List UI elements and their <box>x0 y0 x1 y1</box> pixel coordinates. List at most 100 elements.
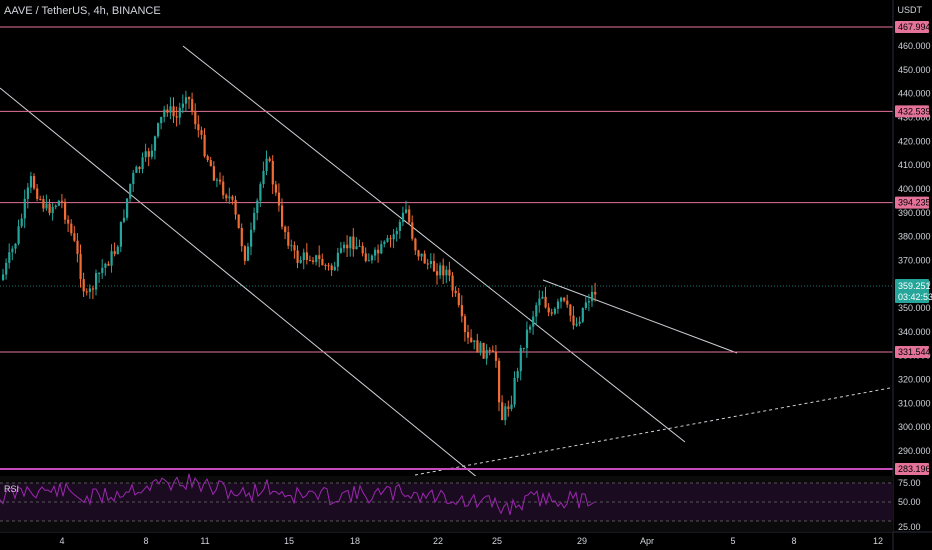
candle-body[interactable] <box>82 279 85 292</box>
candle-body[interactable] <box>364 253 367 261</box>
candle-body[interactable] <box>575 323 578 326</box>
candle-body[interactable] <box>113 251 116 255</box>
candle-body[interactable] <box>312 260 315 262</box>
candle-body[interactable] <box>228 196 231 199</box>
candle-body[interactable] <box>448 269 451 276</box>
candle-body[interactable] <box>544 296 547 308</box>
candle-body[interactable] <box>277 192 281 206</box>
candles[interactable] <box>2 90 597 426</box>
candle-body[interactable] <box>215 179 219 181</box>
candle-body[interactable] <box>281 205 284 227</box>
trendlines[interactable] <box>0 45 891 479</box>
candle-body[interactable] <box>222 181 225 196</box>
candle-body[interactable] <box>529 326 532 330</box>
candle-body[interactable] <box>333 266 336 271</box>
candle-body[interactable] <box>591 291 594 302</box>
candle-body[interactable] <box>231 196 234 200</box>
candle-body[interactable] <box>432 260 436 272</box>
candle-body[interactable] <box>485 349 488 359</box>
candle-body[interactable] <box>436 271 439 276</box>
candle-body[interactable] <box>11 248 14 253</box>
candle-body[interactable] <box>429 260 432 264</box>
candle-body[interactable] <box>572 315 575 326</box>
candle-body[interactable] <box>510 404 513 410</box>
candle-body[interactable] <box>507 406 510 410</box>
candle-body[interactable] <box>473 340 476 342</box>
candle-body[interactable] <box>5 262 8 275</box>
trendline[interactable] <box>542 279 738 354</box>
candle-body[interactable] <box>225 195 228 199</box>
candle-body[interactable] <box>374 249 377 256</box>
candle-body[interactable] <box>426 263 429 265</box>
candle-body[interactable] <box>321 259 324 266</box>
candle-body[interactable] <box>48 203 51 214</box>
candle-body[interactable] <box>308 259 312 261</box>
candle-body[interactable] <box>578 321 581 324</box>
candle-body[interactable] <box>57 200 60 206</box>
candle-body[interactable] <box>516 371 519 378</box>
candle-body[interactable] <box>197 124 200 131</box>
candle-body[interactable] <box>358 245 361 247</box>
candle-body[interactable] <box>581 308 584 322</box>
candle-body[interactable] <box>157 123 160 137</box>
candle-body[interactable] <box>126 198 129 218</box>
candle-body[interactable] <box>442 265 445 276</box>
candle-body[interactable] <box>246 246 250 261</box>
candle-body[interactable] <box>305 252 308 260</box>
candle-body[interactable] <box>64 201 67 220</box>
candle-body[interactable] <box>178 107 181 118</box>
candle-body[interactable] <box>191 99 194 112</box>
candle-body[interactable] <box>95 273 98 290</box>
candle-body[interactable] <box>463 316 467 333</box>
candle-body[interactable] <box>315 255 318 262</box>
candle-body[interactable] <box>234 199 237 215</box>
candle-body[interactable] <box>467 332 470 338</box>
candle-body[interactable] <box>491 350 494 353</box>
candle-body[interactable] <box>237 214 240 229</box>
candle-body[interactable] <box>14 243 17 249</box>
candle-body[interactable] <box>327 265 330 267</box>
candle-body[interactable] <box>339 248 343 253</box>
candle-body[interactable] <box>243 246 246 261</box>
candle-body[interactable] <box>39 198 42 200</box>
candle-body[interactable] <box>104 263 107 268</box>
candle-body[interactable] <box>129 184 132 199</box>
candle-body[interactable] <box>240 228 243 247</box>
candle-body[interactable] <box>569 304 572 316</box>
candle-body[interactable] <box>271 161 274 185</box>
candle-body[interactable] <box>36 188 39 199</box>
rsi-line[interactable] <box>0 473 595 515</box>
candle-body[interactable] <box>302 252 305 261</box>
candle-body[interactable] <box>420 253 423 257</box>
candle-body[interactable] <box>405 209 408 213</box>
candle-body[interactable] <box>501 402 504 421</box>
candle-body[interactable] <box>119 221 122 247</box>
candle-body[interactable] <box>250 229 253 247</box>
candle-body[interactable] <box>482 342 485 359</box>
rsi-pane[interactable]: 75.00 50.00 25.00 <box>0 473 921 532</box>
candle-body[interactable] <box>494 352 498 361</box>
candle-body[interactable] <box>184 97 188 104</box>
candle-body[interactable] <box>336 252 339 267</box>
candle-body[interactable] <box>265 158 268 172</box>
candle-body[interactable] <box>101 267 104 273</box>
candle-body[interactable] <box>169 106 172 113</box>
candle-body[interactable] <box>411 222 414 239</box>
candle-body[interactable] <box>389 238 392 240</box>
candle-body[interactable] <box>330 265 333 271</box>
candle-body[interactable] <box>274 184 277 193</box>
candle-body[interactable] <box>2 274 5 280</box>
candle-body[interactable] <box>42 199 45 209</box>
trendline[interactable] <box>182 45 686 443</box>
candle-body[interactable] <box>560 297 563 302</box>
candle-body[interactable] <box>587 301 591 303</box>
candle-body[interactable] <box>556 301 560 309</box>
candle-body[interactable] <box>29 176 33 188</box>
candle-body[interactable] <box>439 265 442 276</box>
candle-body[interactable] <box>519 347 522 372</box>
candle-body[interactable] <box>45 203 48 209</box>
candle-body[interactable] <box>349 236 352 249</box>
candle-body[interactable] <box>107 263 110 266</box>
candle-body[interactable] <box>498 360 501 403</box>
